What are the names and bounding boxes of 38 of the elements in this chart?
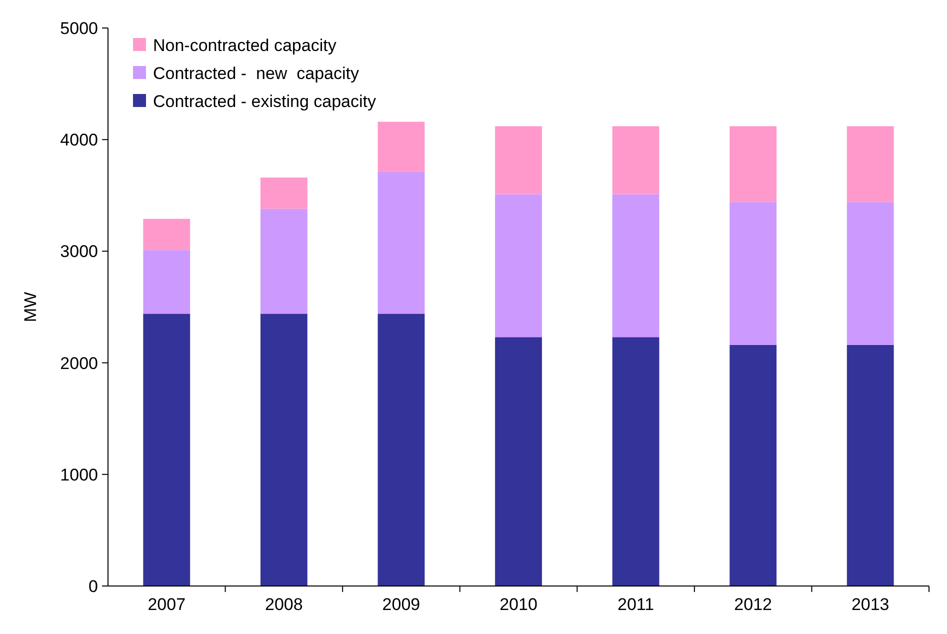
bar [612,126,660,194]
x-tick-label: 2009 [382,595,420,614]
x-tick-label: 2013 [851,595,890,614]
bar [495,194,542,338]
bar [730,344,777,586]
bar [143,250,190,314]
bar [612,194,660,338]
y-tick-label: 0 [88,576,98,596]
y-tick-label: 5000 [60,18,98,38]
y-tick-label: 4000 [60,130,98,150]
bar [260,314,308,586]
x-tick-label: 2008 [265,595,303,614]
bar [378,122,425,172]
bar [143,314,190,586]
y-axis-title: MW [21,292,40,322]
bar [378,172,425,314]
legend-label: Contracted - new capacity [153,64,360,83]
x-tick-label: 2010 [500,595,538,614]
x-tick-label: 2007 [148,595,186,614]
bar [846,344,894,586]
bar [730,202,777,345]
bar [846,202,894,345]
bar [260,178,308,209]
x-tick-label: 2011 [618,595,654,614]
bar [730,126,777,202]
legend-label: Non-contracted capacity [153,36,337,55]
y-tick-label: 1000 [60,465,98,484]
y-tick-label: 3000 [60,242,98,262]
x-tick-label: 2012 [734,595,772,614]
bar [612,337,660,586]
bar [143,218,190,250]
bar [846,126,894,202]
bar [495,126,542,194]
y-tick-label: 2000 [60,354,98,373]
bar [260,208,308,314]
bar [378,314,425,586]
bar [495,337,542,586]
legend-label: Contracted - existing capacity [153,92,376,111]
